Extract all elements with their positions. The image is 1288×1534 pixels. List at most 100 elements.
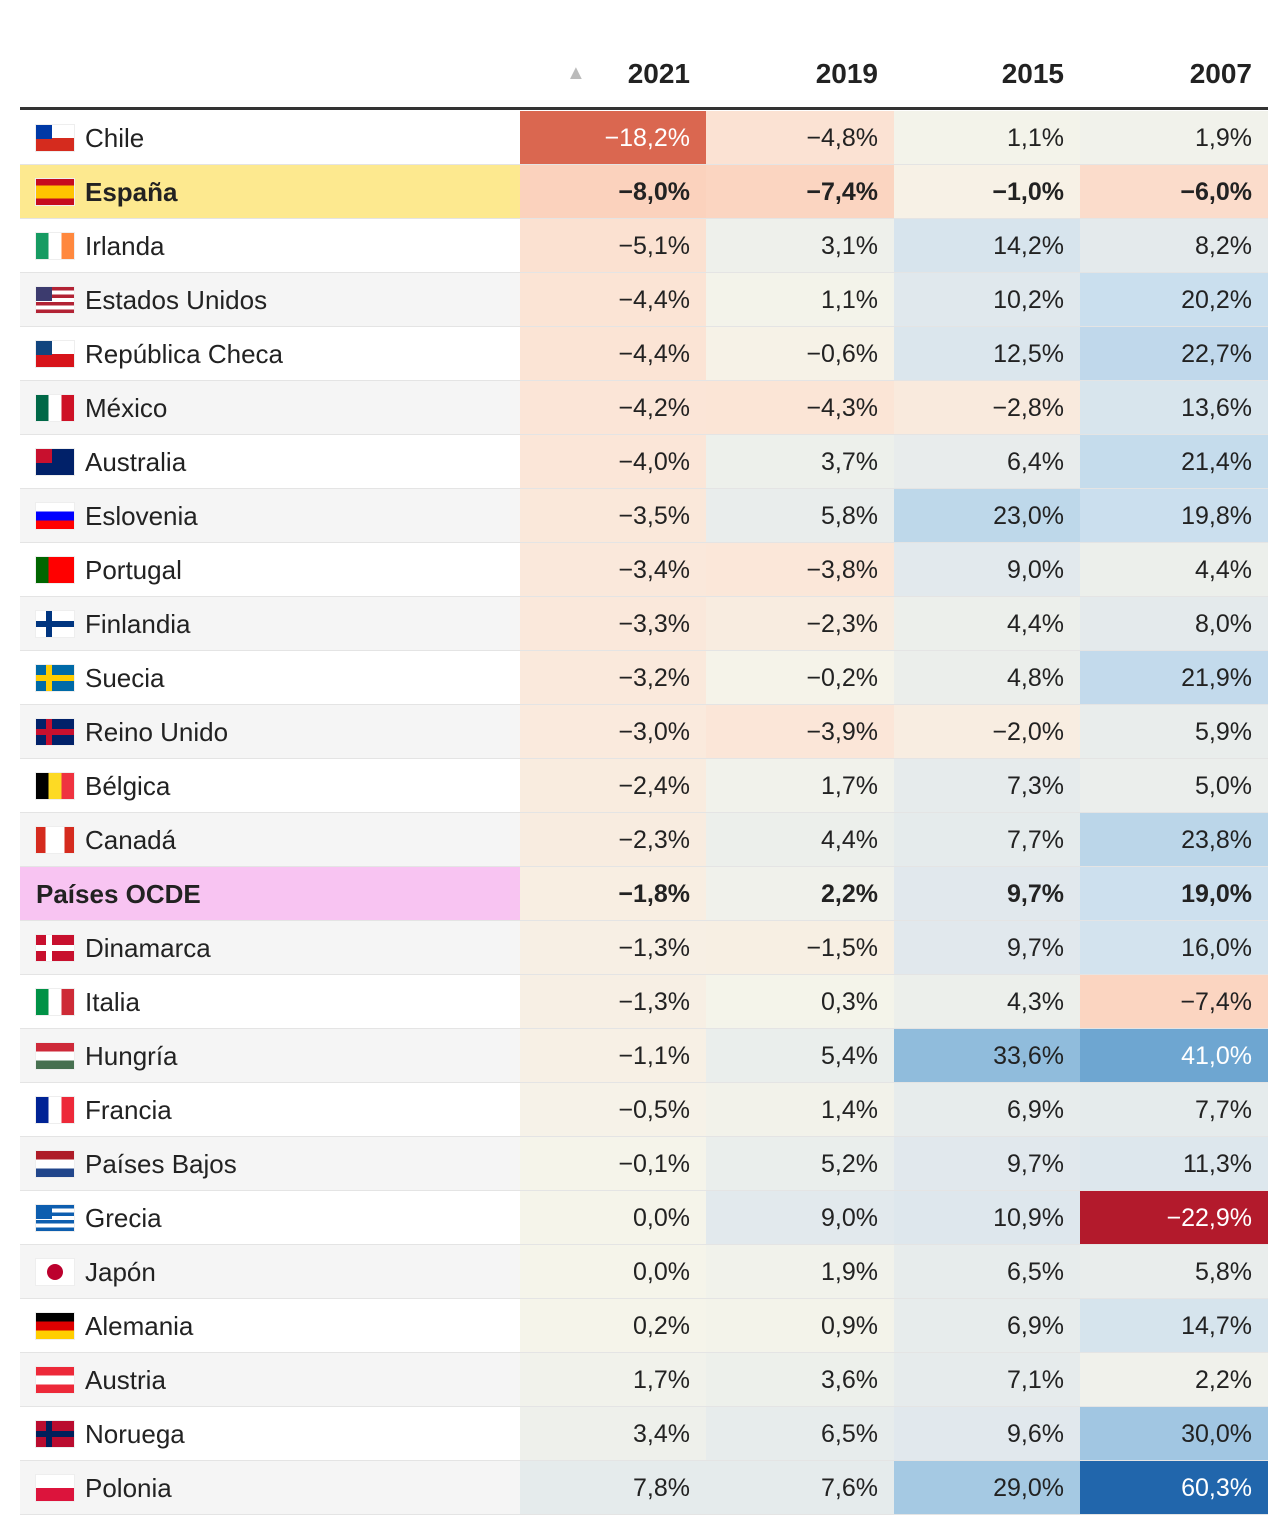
cell: −7,4% [1080,975,1268,1029]
flag [36,1205,74,1231]
row-label: Hungría [20,1029,520,1083]
cell: 0,0% [520,1245,706,1299]
row-label: Dinamarca [20,921,520,975]
row-label: Grecia [20,1191,520,1245]
cell: −3,3% [520,597,706,651]
cell: 1,1% [706,273,894,327]
cell: −3,0% [520,705,706,759]
cell: 13,6% [1080,381,1268,435]
cell: 5,0% [1080,759,1268,813]
cell: 7,8% [520,1461,706,1515]
cell: 9,0% [894,543,1080,597]
row-label: República Checa [20,327,520,381]
flag [36,557,74,583]
cell: 0,2% [520,1299,706,1353]
row-label: Finlandia [20,597,520,651]
cell: −1,3% [520,975,706,1029]
cell: 1,9% [706,1245,894,1299]
cell: 33,6% [894,1029,1080,1083]
cell: 7,7% [1080,1083,1268,1137]
flag [36,989,74,1015]
row-label: Austria [20,1353,520,1407]
cell: −0,5% [520,1083,706,1137]
flag [36,773,74,799]
row-label: Canadá [20,813,520,867]
cell: 9,0% [706,1191,894,1245]
cell: 9,7% [894,921,1080,975]
cell: −2,3% [706,597,894,651]
row-label: Países OCDE [20,867,520,921]
sort-arrow: ▲ [566,62,586,84]
cell: −0,2% [706,651,894,705]
cell: 0,3% [706,975,894,1029]
cell: 22,7% [1080,327,1268,381]
row-label: Bélgica [20,759,520,813]
cell: 2,2% [1080,1353,1268,1407]
row-label: Noruega [20,1407,520,1461]
flag [36,233,74,259]
cell: −2,4% [520,759,706,813]
cell: −2,8% [894,381,1080,435]
cell: −2,3% [520,813,706,867]
cell: 60,3% [1080,1461,1268,1515]
cell: −3,9% [706,705,894,759]
cell: −4,4% [520,327,706,381]
cell: −0,6% [706,327,894,381]
cell: 9,7% [894,867,1080,921]
cell: −4,3% [706,381,894,435]
cell: 5,2% [706,1137,894,1191]
cell: 1,7% [520,1353,706,1407]
row-label: Australia [20,435,520,489]
flag [36,395,74,421]
cell: −18,2% [520,111,706,165]
cell: −1,1% [520,1029,706,1083]
flag [36,935,74,961]
cell: 10,2% [894,273,1080,327]
row-label: Eslovenia [20,489,520,543]
cell: −1,0% [894,165,1080,219]
cell: 30,0% [1080,1407,1268,1461]
cell: 1,4% [706,1083,894,1137]
cell: 4,3% [894,975,1080,1029]
cell: −4,8% [706,111,894,165]
flag [36,503,74,529]
row-label: Irlanda [20,219,520,273]
row-label: Suecia [20,651,520,705]
cell: 0,0% [520,1191,706,1245]
row-label: Países Bajos [20,1137,520,1191]
cell: −3,5% [520,489,706,543]
cell: 0,9% [706,1299,894,1353]
cell: 10,9% [894,1191,1080,1245]
cell: 4,4% [706,813,894,867]
cell: 7,6% [706,1461,894,1515]
cell: 1,7% [706,759,894,813]
cell: 7,3% [894,759,1080,813]
row-label: Francia [20,1083,520,1137]
cell: −4,0% [520,435,706,489]
cell: 21,9% [1080,651,1268,705]
cell: 5,9% [1080,705,1268,759]
flag [36,665,74,691]
row-label: Reino Unido [20,705,520,759]
cell: 29,0% [894,1461,1080,1515]
cell: 6,5% [894,1245,1080,1299]
flag [36,1043,74,1069]
cell: 9,6% [894,1407,1080,1461]
cell: −1,3% [520,921,706,975]
cell: 41,0% [1080,1029,1268,1083]
header-rule [20,107,1268,110]
flag [36,719,74,745]
row-label: Italia [20,975,520,1029]
cell: −5,1% [520,219,706,273]
cell: −4,2% [520,381,706,435]
cell: 3,7% [706,435,894,489]
cell: −1,8% [520,867,706,921]
cell: 5,4% [706,1029,894,1083]
flag [36,287,74,313]
flag [36,341,74,367]
column-header: 2015 [1001,58,1064,89]
cell: −0,1% [520,1137,706,1191]
flag [36,827,74,853]
cell: 3,6% [706,1353,894,1407]
